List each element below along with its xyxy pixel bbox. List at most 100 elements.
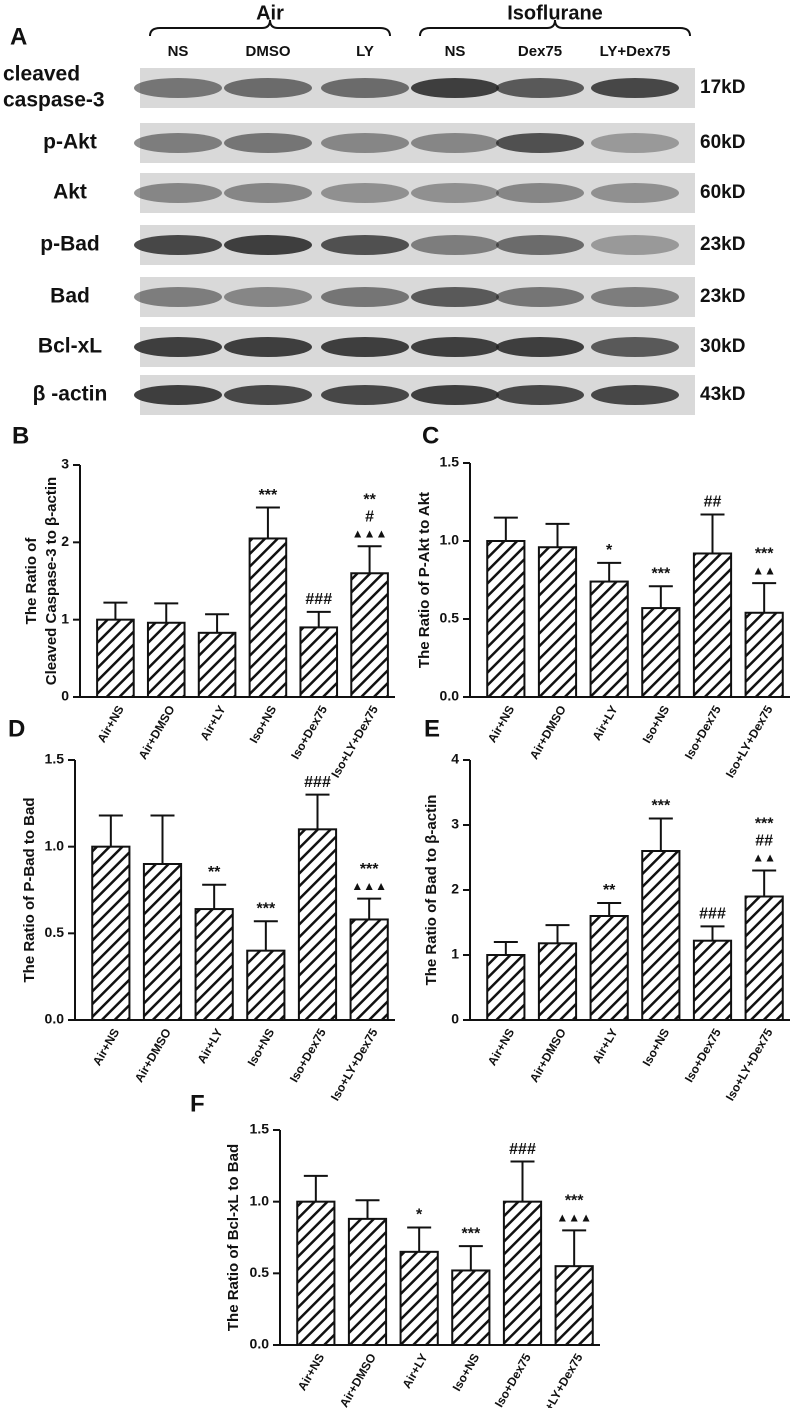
x-tick-label: Iso+NS [640, 1026, 673, 1069]
panel-label: E [424, 715, 440, 742]
blot-band [496, 385, 584, 405]
significance-mark: *** [755, 816, 774, 833]
lane-label: LY+Dex75 [600, 43, 671, 60]
blot-band [134, 287, 222, 307]
y-axis-label: The Ratio of Bad to β-actin [423, 795, 440, 986]
blot-band [411, 337, 499, 357]
x-tick-label: Iso+Dex75 [287, 1026, 329, 1085]
significance-mark: ▲▲▲ [556, 1211, 592, 1225]
blot-band [224, 337, 312, 357]
bar [744, 611, 784, 699]
y-tick-label: 2 [61, 533, 69, 549]
y-tick-label: 1.5 [250, 1121, 270, 1137]
bar [486, 954, 526, 1021]
significance-mark: ### [304, 774, 331, 791]
blot-band [591, 287, 679, 307]
blot-band [134, 235, 222, 255]
significance-mark: * [416, 1207, 423, 1224]
x-tick-label: Iso+LY+Dex75 [723, 703, 776, 780]
x-tick-label: Iso+Dex75 [492, 1351, 534, 1408]
y-axis-label: Cleaved Caspase-3 to β-actin [43, 477, 60, 685]
bar [349, 918, 389, 1022]
blot-band [496, 337, 584, 357]
blot-band [134, 385, 222, 405]
significance-mark: ## [755, 833, 773, 850]
blot-band [321, 385, 409, 405]
significance-mark: ▲▲ [752, 563, 776, 577]
y-tick-label: 0.5 [45, 924, 65, 940]
bar [537, 942, 578, 1021]
blot-band [411, 78, 499, 98]
blot-band [496, 133, 584, 153]
blot-band [134, 78, 222, 98]
bar [299, 626, 339, 699]
x-tick-label: Air+NS [485, 1026, 517, 1068]
x-tick-label: Air+DMSO [132, 1026, 174, 1085]
bar [451, 1269, 491, 1347]
group-label: Isoflurane [507, 2, 603, 24]
panel-label: C [422, 422, 439, 449]
bar [347, 1217, 388, 1347]
y-tick-label: 0.0 [440, 688, 460, 704]
blot-band [134, 183, 222, 203]
blot-band [224, 235, 312, 255]
blot-band [224, 78, 312, 98]
bar [96, 618, 135, 699]
row-label: caspase-3 [3, 89, 105, 112]
x-tick-label: Iso+Dex75 [682, 1026, 724, 1085]
row-label: cleaved [3, 63, 80, 86]
y-tick-label: 1 [451, 946, 459, 962]
significance-mark: ▲▲ [752, 851, 776, 865]
blot-band [496, 183, 584, 203]
bar [296, 1200, 336, 1346]
blot-band [134, 133, 222, 153]
y-tick-label: 0.0 [45, 1011, 65, 1027]
significance-mark: ** [603, 882, 616, 899]
significance-mark: *** [651, 798, 670, 815]
blot-band [321, 287, 409, 307]
y-axis-label: The Ratio of P-Akt to Akt [416, 492, 433, 668]
bar [350, 572, 389, 698]
size-label: 30kD [700, 336, 745, 357]
y-tick-label: 0 [451, 1011, 459, 1027]
x-tick-label: Iso+LY+Dex75 [328, 703, 381, 780]
panel-label: A [10, 23, 27, 50]
x-tick-label: Air+DMSO [136, 703, 178, 762]
significance-mark: *** [461, 1225, 480, 1242]
y-tick-label: 1.0 [440, 532, 460, 548]
size-label: 23kD [700, 234, 745, 255]
blot-band [496, 287, 584, 307]
y-tick-label: 0 [61, 688, 69, 704]
blot-band [224, 287, 312, 307]
x-tick-label: Air+LY [197, 703, 228, 743]
y-tick-label: 3 [451, 816, 459, 832]
y-tick-label: 1.5 [45, 751, 65, 767]
x-tick-label: Iso+NS [245, 1026, 278, 1069]
x-tick-label: Air+NS [295, 1351, 327, 1393]
y-tick-label: 2 [451, 881, 459, 897]
x-tick-label: Iso+LY+Dex75 [533, 1351, 586, 1408]
lane-label: NS [168, 43, 189, 60]
size-label: 23kD [700, 286, 745, 307]
blot-band [321, 235, 409, 255]
blot-band [321, 133, 409, 153]
bar [692, 939, 733, 1022]
bar [197, 631, 237, 699]
row-label: Bcl-xL [38, 335, 102, 358]
y-tick-label: 1.0 [45, 837, 65, 853]
significance-mark: *** [565, 1193, 584, 1210]
significance-mark: ** [363, 491, 376, 508]
bar [744, 895, 784, 1021]
bar [399, 1250, 439, 1347]
significance-mark: ▲▲▲ [351, 879, 387, 893]
size-label: 43kD [700, 384, 745, 405]
bar [146, 621, 186, 699]
bar [248, 537, 288, 699]
blot-band [321, 183, 409, 203]
x-tick-label: Iso+LY+Dex75 [723, 1026, 776, 1103]
significance-mark: ## [704, 494, 722, 511]
y-tick-label: 1 [61, 610, 69, 626]
significance-mark: *** [259, 487, 278, 504]
size-label: 60kD [700, 182, 745, 203]
y-tick-label: 1.5 [440, 454, 460, 470]
